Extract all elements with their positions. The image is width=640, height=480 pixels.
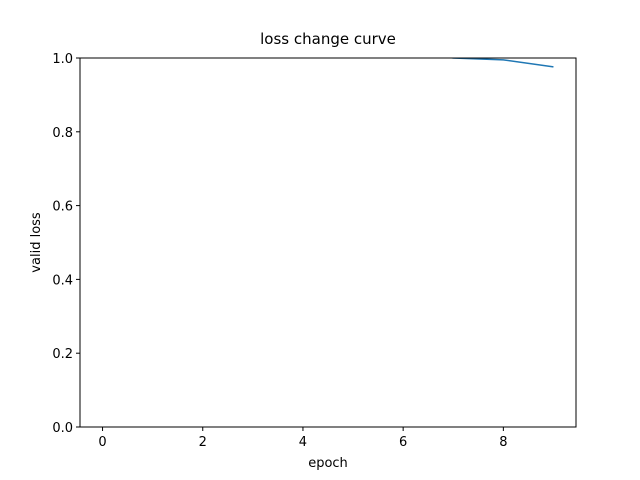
x-tick-label: 8 [499,435,507,450]
y-tick-label: 0.8 [52,126,73,141]
x-tick-label: 0 [98,435,106,450]
x-tick-label: 6 [399,435,407,450]
y-axis-label: valid loss [29,212,44,273]
y-tick-label: 0.0 [52,421,73,436]
plot-frame [79,57,577,428]
y-tick-label: 0.6 [52,200,73,215]
chart-title: loss change curve [260,30,396,48]
line [448,58,554,68]
y-tick-label: 0.2 [52,347,73,362]
y-tick-label: 1.0 [52,52,73,67]
x-axis-label: epoch [308,456,348,471]
x-tick-label: 2 [199,435,207,450]
y-tick-label: 0.4 [52,273,73,288]
x-tick-label: 4 [299,435,307,450]
